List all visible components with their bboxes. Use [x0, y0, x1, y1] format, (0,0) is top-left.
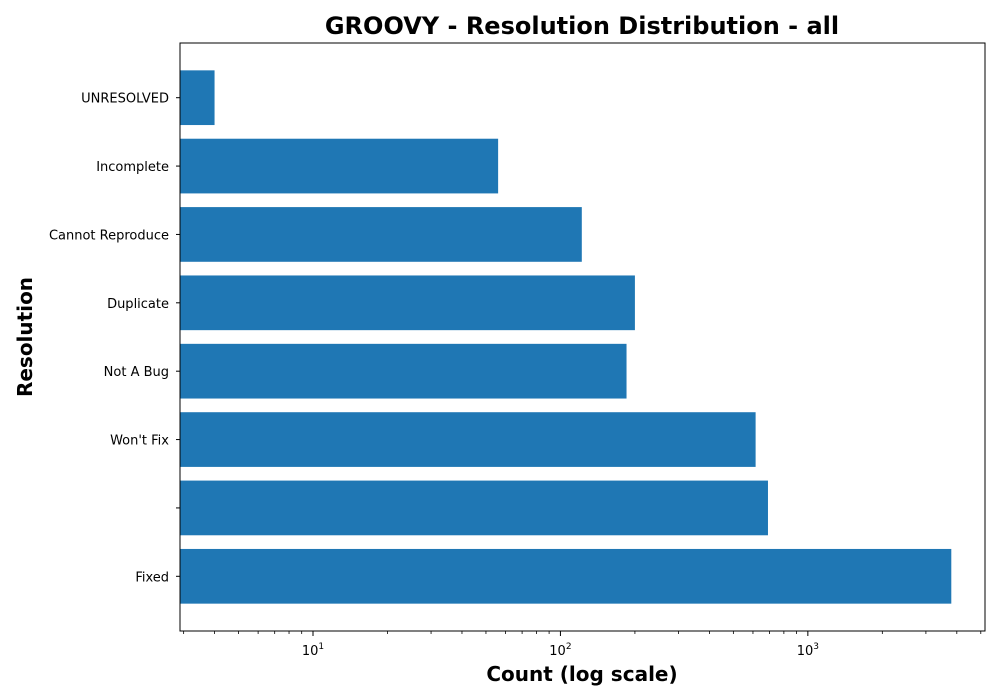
bar-incomplete [180, 138, 499, 194]
plot-frame [179, 42, 986, 632]
x-tick-label: 103 [797, 642, 819, 659]
bar-not-a-bug [180, 343, 627, 399]
x-axis-label: Count (log scale) [486, 662, 677, 686]
y-tick-label: Not A Bug [104, 365, 169, 380]
bar-unresolved [180, 70, 215, 126]
chart-title: GROOVY - Resolution Distribution - all [325, 12, 839, 40]
y-tick-label: Duplicate [107, 297, 169, 312]
x-tick-label: 101 [302, 642, 324, 659]
y-tick-label: Won't Fix [110, 434, 169, 449]
bar-blank [180, 480, 768, 536]
x-axis-ticks: 101 102 103 [183, 631, 982, 659]
y-tick-label: UNRESOLVED [81, 92, 169, 107]
y-axis-ticks: Fixed Won't Fix Not A Bug Duplicate Cannot R… [49, 92, 180, 585]
y-axis-label: Resolution [13, 277, 37, 397]
bar-won-t-fix [180, 412, 756, 467]
bar-cannot-reproduce [180, 207, 582, 262]
bar-duplicate [180, 275, 635, 331]
y-tick-label: Incomplete [96, 160, 169, 175]
y-tick-label: Fixed [135, 570, 169, 585]
x-tick-label: 102 [549, 642, 571, 659]
y-tick-label: Cannot Reproduce [49, 228, 169, 243]
bars-group [180, 70, 952, 604]
bar-fixed [180, 548, 952, 604]
